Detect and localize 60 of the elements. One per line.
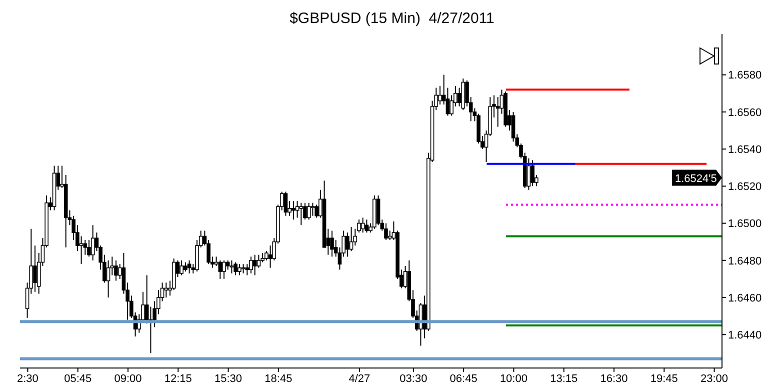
y-tick-label: 1.6580 (728, 70, 762, 82)
candlestick (388, 230, 392, 240)
candlestick (226, 260, 230, 270)
x-tick-label: 19:45 (650, 372, 678, 385)
x-tick-label: 05:45 (64, 372, 92, 385)
candlestick (349, 226, 354, 252)
candlestick (310, 202, 315, 216)
candlestick (284, 191, 288, 216)
chart-title: $GBPUSD (15 Min) 4/27/2011 (288, 9, 496, 29)
candlestick (106, 260, 110, 298)
candlestick (330, 230, 334, 258)
candlestick (184, 262, 188, 272)
candlestick (526, 158, 531, 190)
candlestick (530, 160, 534, 187)
candlestick (90, 224, 95, 261)
candlestick (230, 260, 234, 274)
x-tick-label: 09:00 (114, 372, 142, 385)
y-tick-label: 1.6440 (728, 330, 762, 342)
candlestick (222, 260, 226, 280)
candlestick (299, 202, 304, 226)
x-tick-label: 23:00 (700, 372, 728, 385)
candlestick (249, 256, 253, 274)
candlestick (306, 202, 311, 220)
x-tick-label: 10:00 (500, 372, 528, 385)
y-tick-label: 1.6540 (728, 144, 762, 156)
x-tick-label: 18:45 (264, 372, 292, 385)
candlestick (180, 260, 184, 276)
candlestick (234, 262, 238, 276)
x-tick-label: 2:30 (17, 372, 38, 385)
y-tick-label: 1.6520 (728, 181, 762, 194)
candlestick (360, 217, 365, 234)
candlestick (384, 222, 388, 240)
candlestick (245, 264, 250, 276)
x-tick-label: 15:30 (214, 372, 242, 385)
x-tick-label: 4/27 (348, 372, 370, 385)
x-tick-label: 03:30 (400, 372, 428, 385)
y-tick-label: 1.6500 (728, 218, 762, 230)
x-tick-label: 16:30 (600, 372, 628, 385)
candlestick (79, 236, 84, 265)
annotation: 1.6524'5 (675, 172, 717, 185)
x-tick-label: 12:15 (164, 372, 192, 385)
candlestick (238, 264, 242, 276)
candlestick (292, 200, 296, 220)
x-tick-label: 06:45 (450, 372, 478, 385)
candlestick (114, 260, 118, 282)
candlestick (87, 239, 91, 258)
candlestick (256, 254, 261, 268)
candlestick (252, 254, 257, 276)
candlestick (496, 96, 500, 128)
candlestick (364, 219, 369, 234)
candlestick (187, 260, 192, 274)
candlestick (438, 85, 442, 106)
y-tick-label: 1.6560 (728, 106, 762, 119)
y-tick-label: 1.6460 (728, 292, 762, 304)
y-tick-label: 1.6480 (728, 255, 762, 268)
candlestick (268, 245, 272, 268)
candlestick (33, 245, 37, 292)
candlestick (218, 260, 222, 280)
x-tick-label: 13:15 (550, 372, 578, 385)
candlestick (164, 282, 168, 298)
